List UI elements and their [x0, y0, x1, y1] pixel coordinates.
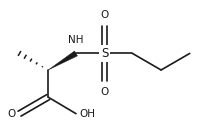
Polygon shape [48, 51, 78, 70]
Text: OH: OH [80, 109, 96, 119]
Text: S: S [101, 47, 108, 60]
Text: NH: NH [68, 35, 84, 45]
Text: O: O [100, 87, 109, 97]
Text: O: O [100, 10, 109, 20]
Text: O: O [8, 109, 16, 119]
